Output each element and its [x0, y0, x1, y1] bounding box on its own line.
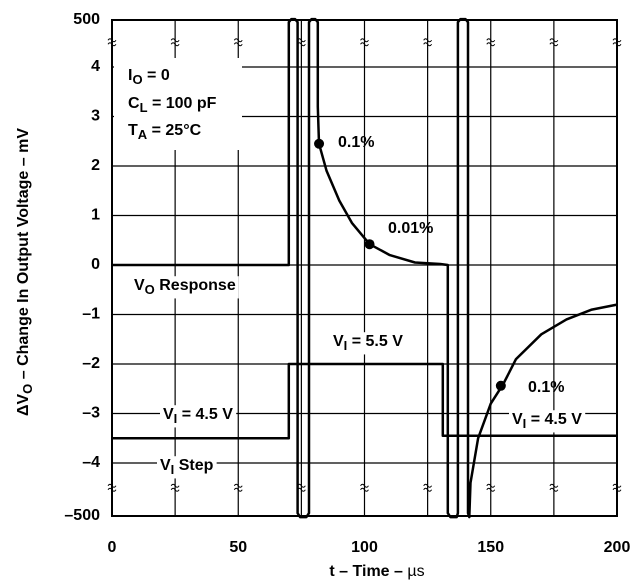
series-line — [112, 362, 617, 440]
y-tick-label: –3 — [82, 405, 100, 422]
y-tick-label: 2 — [91, 157, 100, 174]
x-tick-label: 200 — [604, 539, 631, 556]
annotation-main: V — [333, 333, 344, 350]
y-tick-label: –4 — [82, 454, 100, 471]
axis-break-mark — [360, 38, 369, 47]
annotation-sub: I — [174, 411, 178, 426]
plot-frame — [111, 19, 618, 517]
annotation-sub: L — [140, 100, 148, 115]
y-tick-label: –500 — [64, 507, 100, 524]
annotation-rest: = 100 pF — [148, 95, 217, 112]
annotation: IO = 0 — [128, 67, 170, 87]
annotation-background — [131, 276, 239, 299]
x-tick-label: 100 — [351, 539, 378, 556]
axis-break-mark — [549, 38, 559, 47]
annotation-main: C — [128, 95, 140, 112]
annotation-rest: = 5.5 V — [347, 333, 403, 350]
annotation-rest: = 4.5 V — [177, 406, 233, 423]
y-tick-label: 500 — [73, 11, 100, 28]
marker — [364, 239, 375, 250]
annotation: VO Response — [134, 277, 236, 297]
y-tick-label: –1 — [82, 306, 100, 323]
annotation-main: I — [128, 67, 132, 84]
annotation: VI = 4.5 V — [163, 406, 233, 426]
x-axis-label-text: t – Time – — [329, 563, 407, 580]
annotation: VI = 5.5 V — [333, 333, 403, 353]
annotation-main: T — [128, 122, 138, 139]
y-axis-label-main: ΔV — [15, 394, 32, 417]
y-tick-label: 0 — [91, 256, 100, 273]
axis-break-mark — [549, 483, 559, 492]
marker-label: 0.1% — [528, 379, 564, 396]
annotation-main: V — [134, 277, 145, 294]
y-tick-label: –2 — [82, 355, 100, 372]
marker-label: 0.01% — [388, 220, 433, 237]
annotation-sub: A — [138, 127, 148, 142]
x-tick-label: 150 — [477, 539, 504, 556]
x-axis-label-unit: µs — [407, 563, 424, 580]
axis-break-mark — [170, 38, 180, 47]
x-tick-label: 50 — [229, 539, 247, 556]
annotation-rest: = 25°C — [147, 122, 201, 139]
y-tick-label: 3 — [91, 108, 100, 125]
axis-break-mark — [360, 483, 369, 492]
axis-break-mark — [486, 483, 496, 492]
annotation-sub: O — [132, 72, 142, 87]
annotation-rest: Step — [174, 457, 213, 474]
annotation-sub: I — [344, 338, 348, 353]
annotation: VI Step — [160, 457, 214, 477]
legend-box — [114, 58, 242, 150]
annotation-background — [509, 410, 586, 433]
axis-break-mark — [233, 483, 243, 492]
annotation: TA = 25°C — [128, 122, 202, 142]
x-tick-label: 0 — [108, 539, 117, 556]
axis-break-mark — [486, 38, 496, 47]
annotation-rest: = 0 — [143, 67, 170, 84]
annotation-background — [160, 405, 237, 428]
annotation-sub: I — [523, 416, 527, 431]
x-axis-label: t – Time – µs — [329, 563, 424, 580]
y-tick-label: 1 — [91, 207, 100, 224]
y-axis-label-sub: O — [20, 384, 35, 394]
y-axis-label-rest: – Change In Output Voltage – mV — [15, 128, 32, 384]
marker-label: 0.1% — [338, 134, 374, 151]
annotation: CL = 100 pF — [128, 95, 217, 115]
y-axis-label: ΔVO – Change In Output Voltage – mV — [15, 128, 35, 416]
annotation-main: V — [512, 411, 523, 428]
marker — [314, 138, 325, 149]
axis-break-mark — [170, 483, 180, 492]
annotation-rest: = 4.5 V — [526, 411, 582, 428]
annotation-background — [330, 332, 407, 355]
y-tick-label: 4 — [91, 58, 100, 75]
annotation-sub: O — [145, 282, 155, 297]
annotation-backgrounds — [114, 58, 586, 479]
annotation-main: V — [163, 406, 174, 423]
marker — [495, 380, 506, 391]
axis-break-mark — [233, 38, 243, 47]
annotation-main: V — [160, 457, 171, 474]
axis-break-mark — [423, 38, 433, 47]
axis-break-mark — [423, 483, 433, 492]
series-line — [112, 17, 618, 519]
annotation-sub: I — [171, 462, 175, 477]
annotation-background — [157, 456, 217, 479]
annotation: VI = 4.5 V — [512, 411, 582, 431]
annotation-rest: Response — [155, 277, 236, 294]
